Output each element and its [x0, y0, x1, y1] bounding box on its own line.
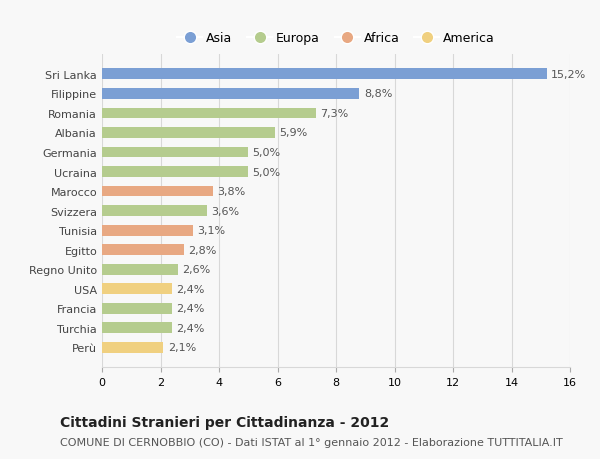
Bar [102, 108, 316, 119]
Text: 5,0%: 5,0% [253, 148, 281, 157]
Bar [102, 225, 193, 236]
Text: 5,0%: 5,0% [253, 167, 281, 177]
Text: 2,4%: 2,4% [176, 323, 205, 333]
Bar [102, 69, 547, 80]
Text: 8,8%: 8,8% [364, 89, 392, 99]
Bar [102, 303, 172, 314]
Bar [102, 323, 172, 334]
Text: 2,6%: 2,6% [182, 265, 211, 274]
Text: 2,4%: 2,4% [176, 284, 205, 294]
Text: 3,8%: 3,8% [218, 187, 246, 196]
Text: 2,1%: 2,1% [168, 343, 196, 353]
Bar [102, 147, 248, 158]
Bar [102, 89, 359, 100]
Text: COMUNE DI CERNOBBIO (CO) - Dati ISTAT al 1° gennaio 2012 - Elaborazione TUTTITAL: COMUNE DI CERNOBBIO (CO) - Dati ISTAT al… [60, 437, 563, 447]
Text: 2,8%: 2,8% [188, 245, 217, 255]
Bar [102, 264, 178, 275]
Bar [102, 284, 172, 295]
Bar [102, 245, 184, 256]
Text: 7,3%: 7,3% [320, 109, 348, 118]
Text: 3,6%: 3,6% [212, 206, 240, 216]
Bar [102, 186, 213, 197]
Text: Cittadini Stranieri per Cittadinanza - 2012: Cittadini Stranieri per Cittadinanza - 2… [60, 415, 389, 429]
Text: 5,9%: 5,9% [279, 128, 307, 138]
Text: 3,1%: 3,1% [197, 226, 225, 235]
Bar [102, 167, 248, 178]
Bar [102, 128, 275, 139]
Legend: Asia, Europa, Africa, America: Asia, Europa, Africa, America [172, 27, 500, 50]
Text: 15,2%: 15,2% [551, 70, 586, 79]
Text: 2,4%: 2,4% [176, 304, 205, 313]
Bar [102, 206, 208, 217]
Bar [102, 342, 163, 353]
